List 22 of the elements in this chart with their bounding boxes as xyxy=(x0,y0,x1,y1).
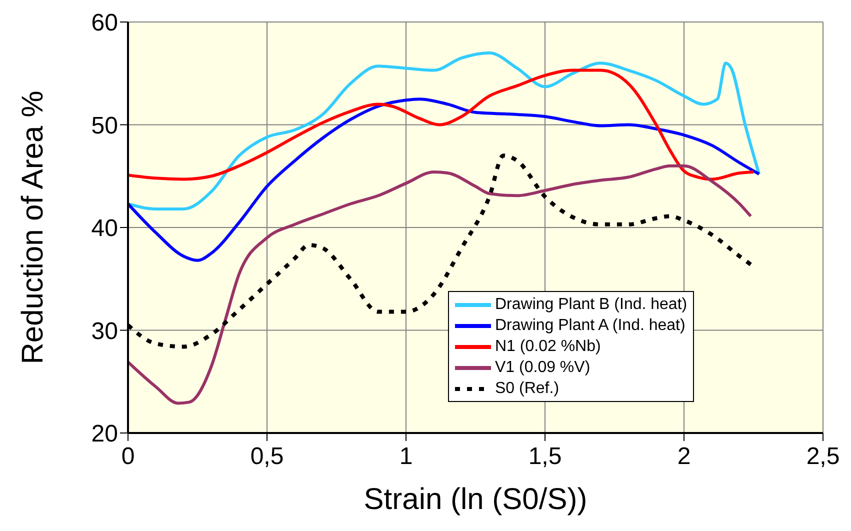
y-tick-label: 60 xyxy=(91,10,118,37)
legend-label: V1 (0.09 %V) xyxy=(495,358,590,376)
line-series xyxy=(128,68,755,181)
line-series xyxy=(128,164,752,405)
legend-label: Drawing Plant A (Ind. heat) xyxy=(495,316,686,334)
line-series xyxy=(128,51,761,211)
x-axis-title: Strain (ln (S0/S)) xyxy=(364,483,588,516)
legend-label: S0 (Ref.) xyxy=(495,380,560,398)
y-tick-label: 50 xyxy=(91,112,118,140)
legend-label: N1 (0.02 %Nb) xyxy=(495,338,601,356)
x-tick-label: 1 xyxy=(399,443,413,470)
x-tick-label: 1,5 xyxy=(528,443,562,470)
y-tick-label: 40 xyxy=(91,215,118,242)
x-tick-label: 2 xyxy=(677,443,691,470)
x-tick-label: 0 xyxy=(121,443,135,470)
x-tick-label: 0,5 xyxy=(250,443,284,470)
x-tick-label: 2,5 xyxy=(806,443,840,470)
y-axis-title: Reduction of Area % xyxy=(16,90,50,364)
y-tick-label: 20 xyxy=(91,420,118,448)
line-series xyxy=(128,98,761,262)
legend-label: Drawing Plant B (Ind. heat) xyxy=(495,296,688,314)
y-tick-label: 30 xyxy=(91,318,118,345)
